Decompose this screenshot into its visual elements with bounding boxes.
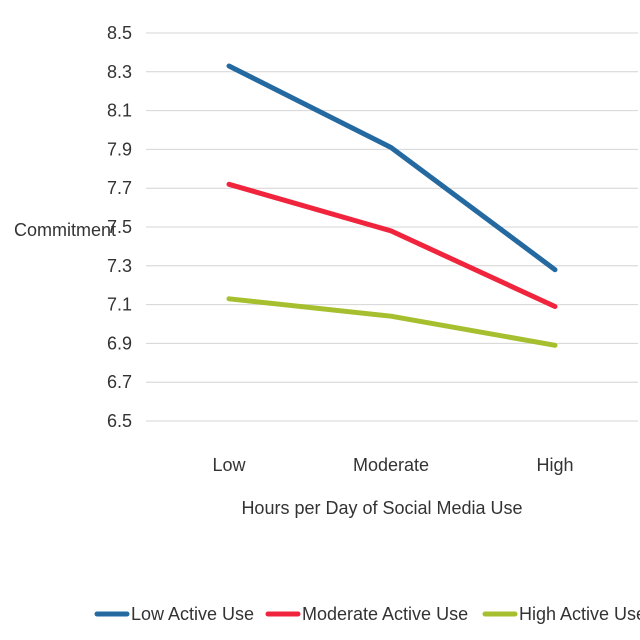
y-tick-label: 8.3 bbox=[107, 62, 132, 82]
x-axis-title: Hours per Day of Social Media Use bbox=[241, 498, 522, 518]
y-tick-label: 6.5 bbox=[107, 411, 132, 431]
legend-item: Low Active Use bbox=[94, 604, 254, 624]
series-line-3 bbox=[226, 296, 558, 348]
series-layer bbox=[226, 63, 558, 348]
legend-item: High Active Use bbox=[482, 604, 640, 624]
legend-label: Moderate Active Use bbox=[302, 604, 468, 624]
y-tick-label: 7.5 bbox=[107, 217, 132, 237]
legend-label: Low Active Use bbox=[131, 604, 254, 624]
x-tick-label: Low bbox=[212, 455, 246, 475]
y-tick-label: 7.1 bbox=[107, 295, 132, 315]
x-tick-labels: Low Moderate High bbox=[212, 455, 573, 475]
series-line-2 bbox=[226, 181, 558, 309]
y-tick-labels: 8.5 8.3 8.1 7.9 7.7 7.5 7.3 7.1 6.9 6.7 6.5 bbox=[107, 23, 132, 431]
legend-label: High Active Use bbox=[519, 604, 640, 624]
y-axis-title: Commitment bbox=[14, 220, 116, 240]
x-tick-label: Moderate bbox=[353, 455, 429, 475]
y-tick-label: 7.7 bbox=[107, 178, 132, 198]
x-tick-label: High bbox=[536, 455, 573, 475]
y-tick-label: 6.9 bbox=[107, 333, 132, 353]
y-tick-label: 8.5 bbox=[107, 23, 132, 43]
y-tick-label: 7.9 bbox=[107, 139, 132, 159]
y-tick-label: 6.7 bbox=[107, 372, 132, 392]
y-tick-label: 8.1 bbox=[107, 101, 132, 121]
legend: Low Active Use Moderate Active Use High Ac… bbox=[94, 604, 640, 624]
series-line-1 bbox=[226, 63, 558, 273]
grid-layer bbox=[146, 32, 638, 422]
legend-item: Moderate Active Use bbox=[265, 604, 468, 624]
y-tick-label: 7.3 bbox=[107, 256, 132, 276]
